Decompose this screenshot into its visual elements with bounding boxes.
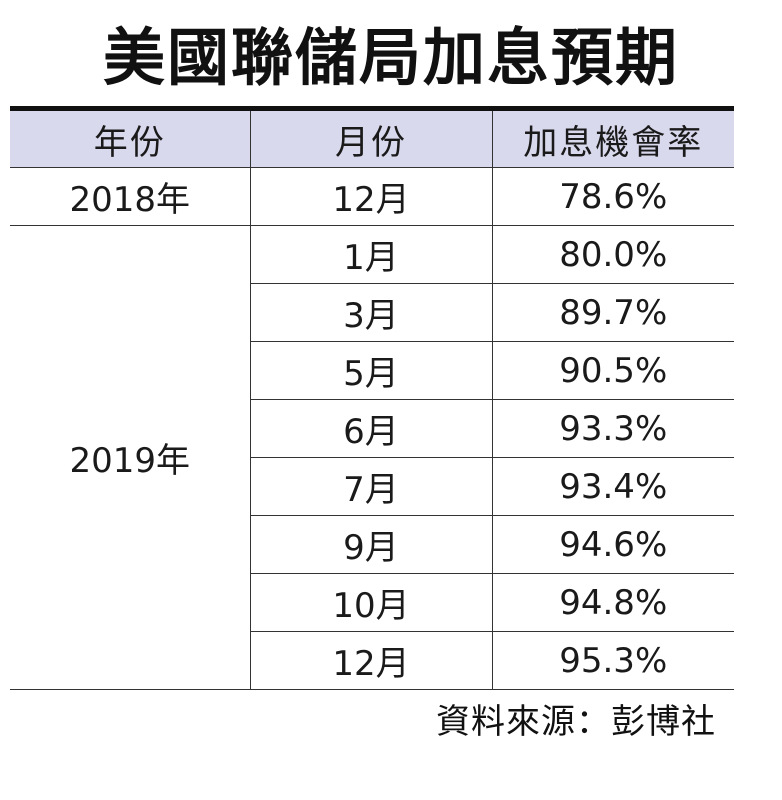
month-cell: 5月: [250, 341, 492, 400]
header-month: 月份: [249, 111, 492, 168]
month-cell: 12月: [250, 167, 492, 226]
table-row: 12月 95.3%: [10, 631, 734, 690]
table-row: 10月 94.8%: [10, 573, 734, 632]
table-row: 9月 94.6%: [10, 515, 734, 574]
table-row: 2018年 12月 78.6%: [10, 167, 734, 226]
table-row: 5月 90.5%: [10, 341, 734, 400]
rate-cell: 94.6%: [491, 515, 734, 574]
rate-cell: 89.7%: [491, 283, 734, 342]
month-cell: 12月: [250, 631, 492, 690]
month-cell: 10月: [250, 573, 492, 632]
rate-cell: 95.3%: [491, 631, 734, 690]
header-row: 年份 月份 加息機會率: [10, 111, 734, 168]
year-cell: 2019年: [10, 225, 251, 690]
rate-cell: 94.8%: [491, 573, 734, 632]
table-body: 2018年 12月 78.6% 2019年 1月 80.0% 3月 89.7% 5月 90.5% 6…: [10, 167, 734, 690]
table-row: 2019年 1月 80.0%: [10, 225, 734, 690]
rate-cell: 90.5%: [491, 341, 734, 400]
rate-cell: 93.3%: [491, 399, 734, 458]
year-cell: 2018年: [10, 167, 251, 226]
rate-cell: 93.4%: [491, 457, 734, 516]
source-note: 資料來源：彭博社: [436, 702, 716, 742]
rate-cell: 80.0%: [491, 225, 734, 284]
month-cell: 3月: [250, 283, 492, 342]
top-rule: [10, 106, 734, 111]
month-cell: 1月: [250, 225, 492, 284]
month-cell: 9月: [250, 515, 492, 574]
header-rate: 加息機會率: [491, 111, 734, 168]
table-row: 7月 93.4%: [10, 457, 734, 516]
month-cell: 6月: [250, 399, 492, 458]
chart-title: 美國聯儲局加息預期: [102, 21, 679, 94]
month-cell: 7月: [250, 457, 492, 516]
header-year: 年份: [10, 111, 250, 168]
table-row: 6月 93.3%: [10, 399, 734, 458]
table-row: 3月 89.7%: [10, 283, 734, 342]
rate-cell: 78.6%: [491, 167, 734, 226]
rate-hike-table: 年份 月份 加息機會率 2018年 12月 78.6% 2019年 1月 80.0% 3月 8…: [10, 111, 734, 690]
